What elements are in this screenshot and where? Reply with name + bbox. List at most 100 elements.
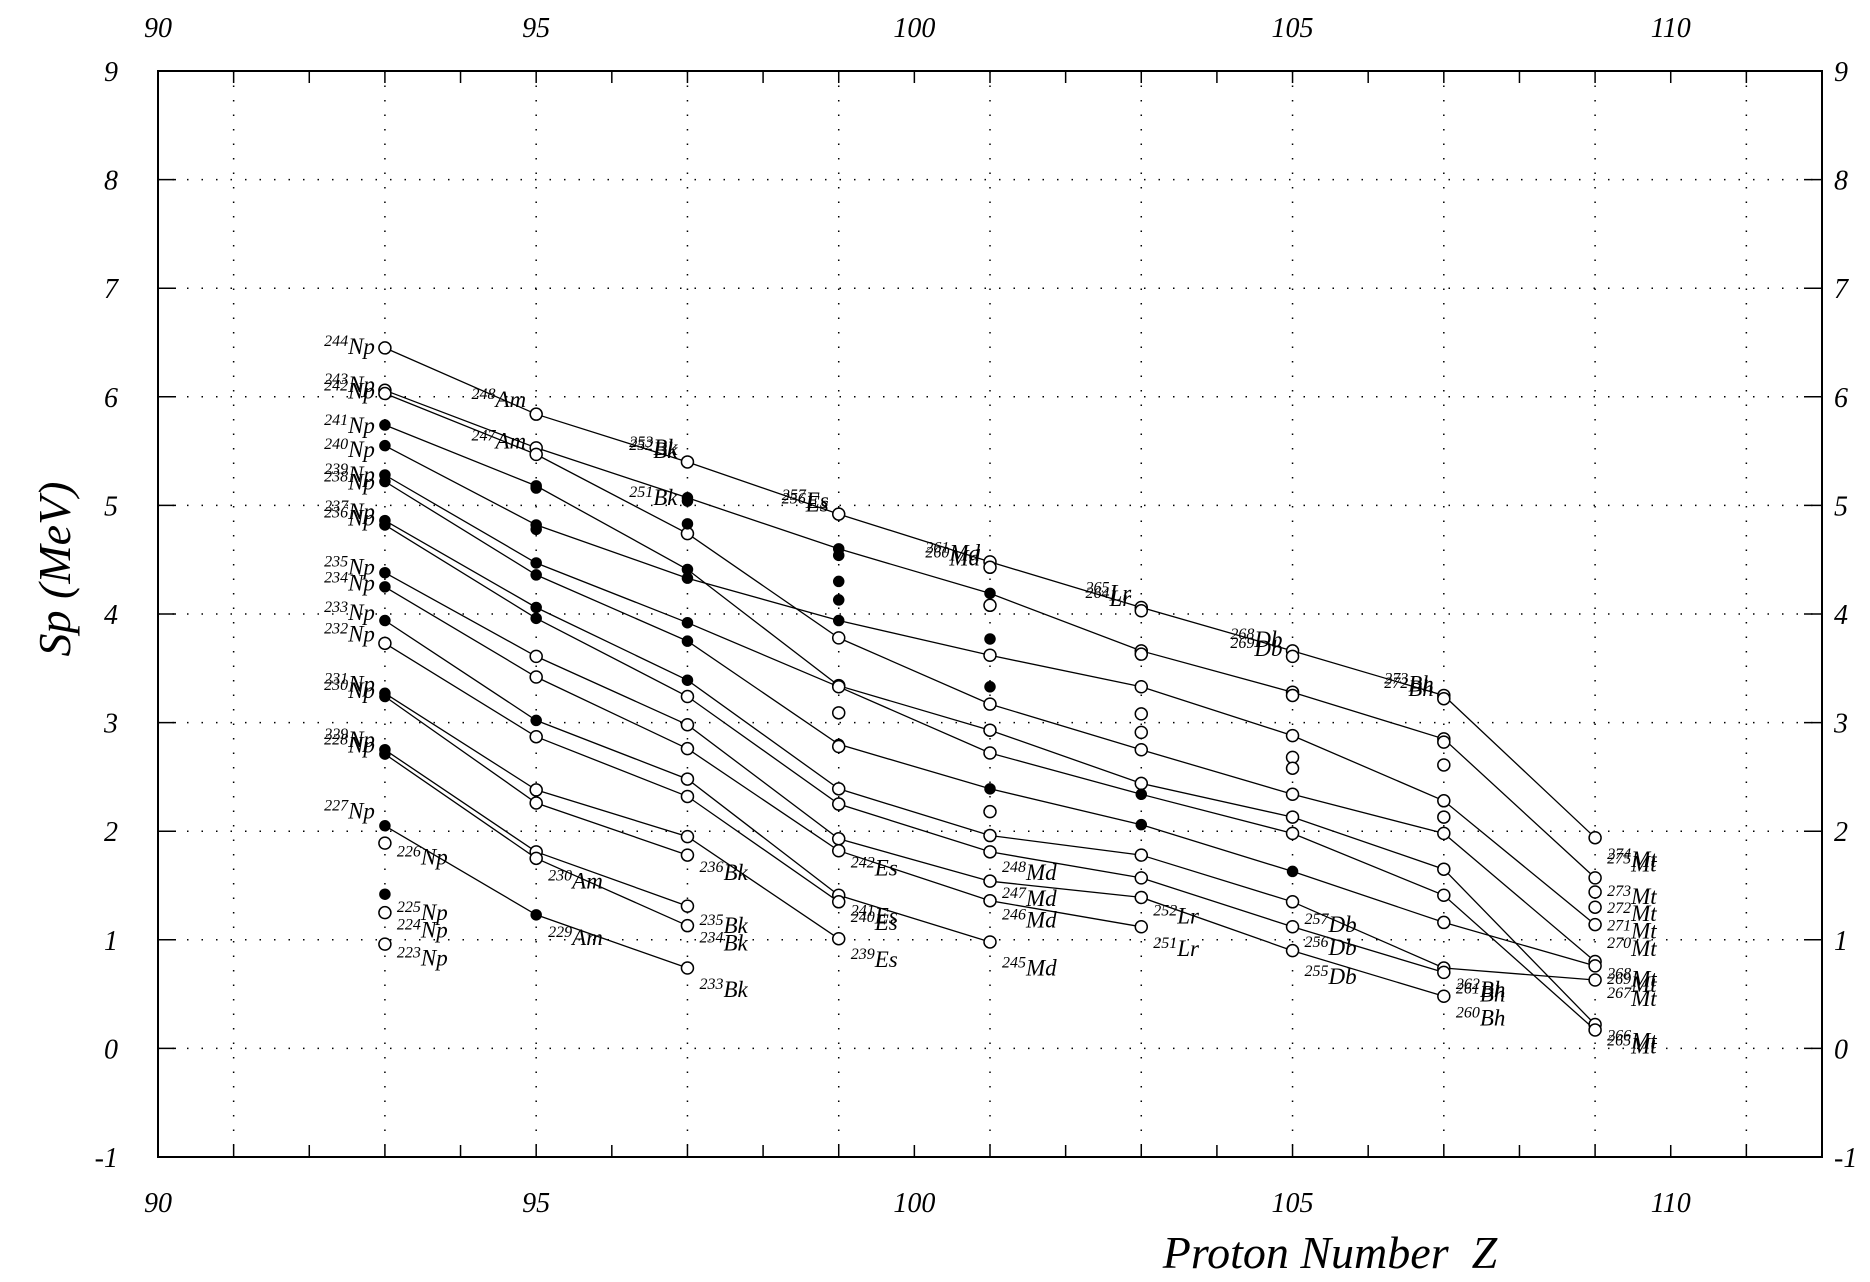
data-point — [1134, 647, 1149, 661]
data-point — [681, 635, 694, 647]
y-tick-label-right: 1 — [1834, 926, 1848, 957]
data-point — [831, 680, 846, 694]
y-tick-label-left: 7 — [104, 274, 119, 305]
data-point — [1134, 725, 1149, 740]
data-point — [680, 918, 695, 933]
nuclide-label: 256Db — [1305, 934, 1357, 960]
series-line — [384, 749, 688, 907]
data-point — [529, 407, 543, 421]
y-tick-label-right: 9 — [1834, 57, 1848, 88]
data-point — [1437, 758, 1451, 772]
x-tick-label-top: 90 — [144, 13, 172, 44]
data-point — [983, 723, 997, 737]
nuclide-label: 272Mt — [1607, 900, 1657, 926]
nuclide-label: 239Es — [851, 946, 898, 972]
data-point — [1588, 871, 1602, 885]
series-line — [384, 572, 1444, 997]
x-tick-label-bottom: 100 — [893, 1188, 935, 1219]
data-point — [1285, 810, 1300, 824]
data-point — [1134, 680, 1149, 694]
data-point — [379, 888, 391, 900]
data-point — [378, 636, 392, 651]
data-point — [378, 386, 392, 401]
data-point — [1437, 794, 1451, 808]
nuclide-label: 266Mt — [1607, 1027, 1657, 1053]
nuclide-label: 246Md — [1002, 907, 1057, 933]
nuclide-label: 268Db — [1230, 626, 1282, 652]
data-point — [530, 523, 542, 536]
data-point — [529, 851, 543, 866]
data-point — [1437, 888, 1451, 903]
nuclide-label: 232Np — [324, 621, 375, 647]
y-tick-label-right: 0 — [1834, 1034, 1848, 1065]
data-point — [680, 829, 695, 844]
data-point — [983, 598, 997, 613]
y-tick-label-right: 8 — [1834, 166, 1848, 197]
data-point — [983, 874, 997, 888]
nuclide-label: 236Np — [324, 505, 375, 531]
data-point — [1437, 826, 1451, 841]
data-point — [529, 783, 543, 797]
data-point — [1437, 915, 1451, 930]
y-tick-label-right: -1 — [1834, 1143, 1857, 1174]
data-point — [1285, 943, 1300, 958]
data-point — [832, 575, 845, 588]
series-line — [384, 642, 840, 903]
y-tick-label-right: 6 — [1834, 383, 1848, 414]
nuclide-label: 260Md — [925, 545, 980, 571]
data-point — [680, 718, 695, 732]
data-point — [529, 670, 543, 684]
nuclide-label: 271Mt — [1607, 918, 1657, 944]
nuclide-label: 252Bk — [629, 437, 678, 463]
nuclide-label: 230Am — [548, 868, 603, 894]
data-point — [529, 447, 543, 462]
data-point — [530, 714, 542, 727]
data-point — [983, 746, 997, 760]
data-point — [529, 796, 543, 810]
data-point — [1285, 761, 1300, 775]
data-point — [681, 616, 694, 629]
data-point — [983, 935, 997, 949]
nuclide-label: 269Mt — [1607, 971, 1657, 997]
x-axis-title: Proton Number Z — [1162, 1227, 1498, 1278]
nuclide-label: 247Am — [472, 427, 527, 453]
nuclide-label: 270Mt — [1607, 935, 1657, 961]
points-layer — [378, 341, 1602, 1037]
data-point — [1134, 920, 1149, 934]
data-point — [1135, 788, 1148, 801]
data-point — [1588, 973, 1602, 987]
nuclide-label: 247Md — [1002, 885, 1057, 911]
data-point — [680, 689, 695, 704]
y-tick-label-left: 3 — [103, 709, 118, 740]
nuclide-label: 274Mt — [1607, 846, 1657, 872]
data-point — [832, 594, 845, 606]
data-point — [984, 783, 996, 795]
data-point — [983, 804, 997, 819]
y-tick-label-right: 2 — [1834, 817, 1848, 848]
nuclide-label: 228Np — [324, 731, 375, 757]
data-point — [1285, 920, 1300, 934]
data-point — [379, 820, 391, 832]
data-point — [680, 789, 695, 804]
nuclide-label: 231Np — [324, 671, 375, 697]
data-point — [1588, 885, 1602, 899]
nuclide-label: 251Lr — [1153, 935, 1200, 961]
nuclide-label: 261Bh — [1456, 981, 1506, 1007]
nuclide-label: 233Np — [324, 599, 375, 625]
nuclide-label: 242Np — [324, 377, 375, 403]
data-point — [530, 557, 542, 569]
data-point — [530, 909, 542, 921]
plot-frame — [157, 70, 1823, 1158]
y-tick-label-right: 3 — [1833, 709, 1848, 740]
y-tick-label-left: 5 — [104, 491, 118, 522]
nuclide-label: 256Es — [782, 490, 829, 516]
nuclide-label: 257Db — [1305, 911, 1357, 937]
data-point — [831, 739, 846, 754]
nuclide-label: 229Am — [548, 924, 603, 950]
nuclide-label: 236Bk — [699, 859, 748, 885]
nuclide-label: 262Bh — [1456, 976, 1506, 1002]
data-point — [831, 507, 846, 521]
data-point — [831, 782, 846, 796]
